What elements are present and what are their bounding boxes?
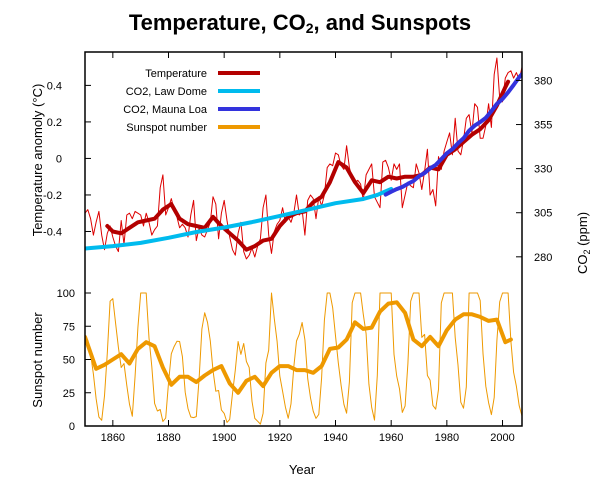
co2-law-dome-line — [85, 186, 394, 251]
legend-label: CO2, Mauna Loa — [123, 104, 208, 116]
co2-tick-label: 330 — [534, 164, 552, 176]
chart-title-prefix: Temperature, CO — [129, 10, 306, 35]
temperature-tick-label: 0.2 — [47, 117, 62, 129]
sunspot-tick-label: 75 — [63, 321, 75, 333]
sunspot-number-annual-line — [85, 292, 522, 425]
co2-tick-label: 380 — [534, 75, 552, 87]
x-tick-label: 2000 — [490, 432, 514, 444]
chart-title: Temperature, CO2, and Sunspots — [129, 10, 471, 36]
legend: Temperature CO2, Law Dome CO2, Mauna Loa Su… — [123, 68, 260, 134]
x-tick-label: 1880 — [156, 432, 180, 444]
data-layer — [85, 57, 522, 425]
legend-label: Temperature — [145, 68, 207, 80]
sunspot-number-smoothed-line — [85, 300, 513, 395]
temperature-axis-label: Temperature anomoly (°C) — [30, 84, 45, 237]
x-tick-label: 1940 — [323, 432, 347, 444]
co2-axis-label-prefix: CO — [575, 255, 590, 275]
x-tick-label: 1900 — [212, 432, 236, 444]
co2-axis-label: CO2 (ppm) — [575, 212, 592, 274]
co2-tick-label: 305 — [534, 208, 552, 220]
plot-area: 1860 1880 1900 1920 1940 1960 1980 2000 0.4 0.2 0 -… — [43, 51, 552, 444]
sunspot-tick-label: 25 — [63, 388, 75, 400]
legend-label: CO2, Law Dome — [126, 86, 207, 98]
co2-mauna-loa-line — [383, 72, 522, 197]
chart-title-subscript: 2 — [306, 20, 314, 36]
plot-frame — [84, 51, 523, 427]
sunspot-tick-label: 0 — [69, 421, 75, 433]
co2-tick-label: 280 — [534, 252, 552, 264]
sunspot-tick-label: 100 — [57, 288, 75, 300]
x-tick-label: 1920 — [268, 432, 292, 444]
x-tick-label: 1980 — [435, 432, 459, 444]
temperature-annual-line — [85, 57, 522, 260]
co2-axis-label-subscript: 2 — [582, 250, 592, 255]
sunspot-tick-label: 50 — [63, 355, 75, 367]
x-tick-label: 1960 — [379, 432, 403, 444]
temperature-tick-label: -0.2 — [43, 190, 62, 202]
sunspot-axis-label: Sunspot number — [30, 312, 45, 408]
x-tick-label: 1860 — [101, 432, 125, 444]
co2-tick-label: 355 — [534, 120, 552, 132]
temperature-tick-label: 0.4 — [47, 80, 62, 92]
legend-label: Sunspot number — [126, 122, 207, 134]
co2-axis-label-suffix: (ppm) — [575, 212, 590, 250]
temperature-tick-label: -0.4 — [43, 226, 62, 238]
x-axis-label: Year — [289, 462, 316, 477]
temperature-tick-label: 0 — [56, 153, 62, 165]
chart-title-suffix: , and Sunspots — [313, 10, 471, 35]
